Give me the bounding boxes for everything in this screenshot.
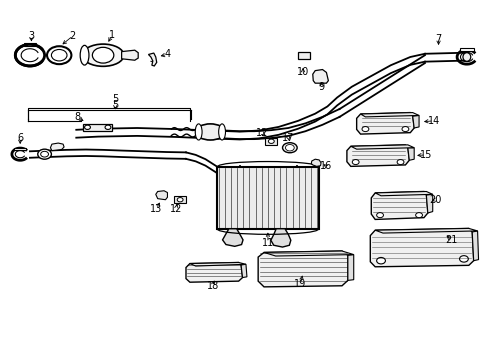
Bar [298, 51, 309, 59]
Text: 4: 4 [164, 49, 170, 59]
Text: 2: 2 [70, 31, 76, 41]
Circle shape [47, 46, 71, 64]
Polygon shape [258, 251, 347, 287]
Polygon shape [346, 145, 408, 166]
Circle shape [105, 125, 111, 130]
Polygon shape [369, 228, 473, 267]
Circle shape [415, 213, 422, 218]
Polygon shape [311, 159, 321, 166]
Circle shape [38, 149, 51, 159]
Ellipse shape [195, 124, 202, 140]
Text: 12: 12 [256, 129, 268, 138]
Text: 16: 16 [320, 161, 332, 171]
Circle shape [51, 49, 67, 61]
Bar [216, 167, 319, 229]
Polygon shape [374, 192, 432, 196]
Ellipse shape [80, 45, 89, 65]
Circle shape [361, 127, 368, 132]
Text: 6: 6 [17, 133, 23, 143]
Text: 13: 13 [149, 204, 162, 214]
Polygon shape [174, 196, 185, 203]
Polygon shape [356, 113, 413, 134]
Text: 5: 5 [112, 100, 118, 110]
Polygon shape [241, 264, 246, 278]
Circle shape [268, 139, 274, 143]
Circle shape [84, 125, 90, 130]
Circle shape [351, 159, 358, 165]
Polygon shape [185, 262, 242, 282]
Circle shape [396, 159, 403, 165]
Text: 17: 17 [282, 133, 294, 143]
Bar [24, 42, 36, 45]
Polygon shape [50, 143, 64, 150]
Text: 11: 11 [261, 238, 273, 248]
Text: 10: 10 [296, 67, 308, 77]
Ellipse shape [218, 124, 225, 140]
Polygon shape [222, 229, 243, 246]
Polygon shape [360, 113, 418, 117]
Bar [459, 48, 473, 51]
Text: 19: 19 [294, 279, 306, 289]
Text: 3: 3 [28, 31, 35, 41]
Polygon shape [122, 50, 138, 60]
Polygon shape [265, 138, 277, 145]
Polygon shape [350, 145, 413, 149]
Polygon shape [412, 116, 418, 128]
Text: 7: 7 [434, 34, 441, 44]
Text: 8: 8 [75, 112, 81, 122]
Polygon shape [148, 53, 157, 66]
Text: 5: 5 [112, 94, 118, 104]
Bar [82, 124, 112, 131]
Text: 1: 1 [109, 31, 115, 40]
Polygon shape [312, 69, 328, 83]
Circle shape [459, 256, 468, 262]
Ellipse shape [282, 143, 297, 153]
Ellipse shape [195, 124, 224, 140]
Text: 12: 12 [170, 204, 182, 214]
Circle shape [177, 198, 183, 202]
Circle shape [376, 213, 383, 218]
Circle shape [41, 151, 48, 157]
Ellipse shape [285, 144, 294, 151]
Polygon shape [264, 251, 353, 256]
Circle shape [92, 47, 114, 63]
Circle shape [15, 44, 44, 66]
Text: 9: 9 [318, 82, 324, 93]
Text: 18: 18 [206, 281, 219, 291]
Polygon shape [156, 191, 167, 200]
Text: 15: 15 [419, 150, 431, 160]
Polygon shape [347, 255, 353, 280]
Bar [14, 148, 26, 150]
Text: 20: 20 [428, 195, 441, 205]
Text: 14: 14 [427, 116, 439, 126]
Ellipse shape [82, 44, 123, 66]
Polygon shape [270, 229, 290, 247]
Circle shape [376, 257, 385, 264]
Polygon shape [471, 231, 478, 261]
Polygon shape [370, 192, 427, 220]
Circle shape [401, 127, 408, 132]
Polygon shape [374, 228, 477, 233]
Polygon shape [407, 148, 413, 160]
Polygon shape [426, 194, 432, 213]
Ellipse shape [462, 53, 470, 61]
Text: 21: 21 [445, 235, 457, 245]
Polygon shape [189, 262, 245, 266]
